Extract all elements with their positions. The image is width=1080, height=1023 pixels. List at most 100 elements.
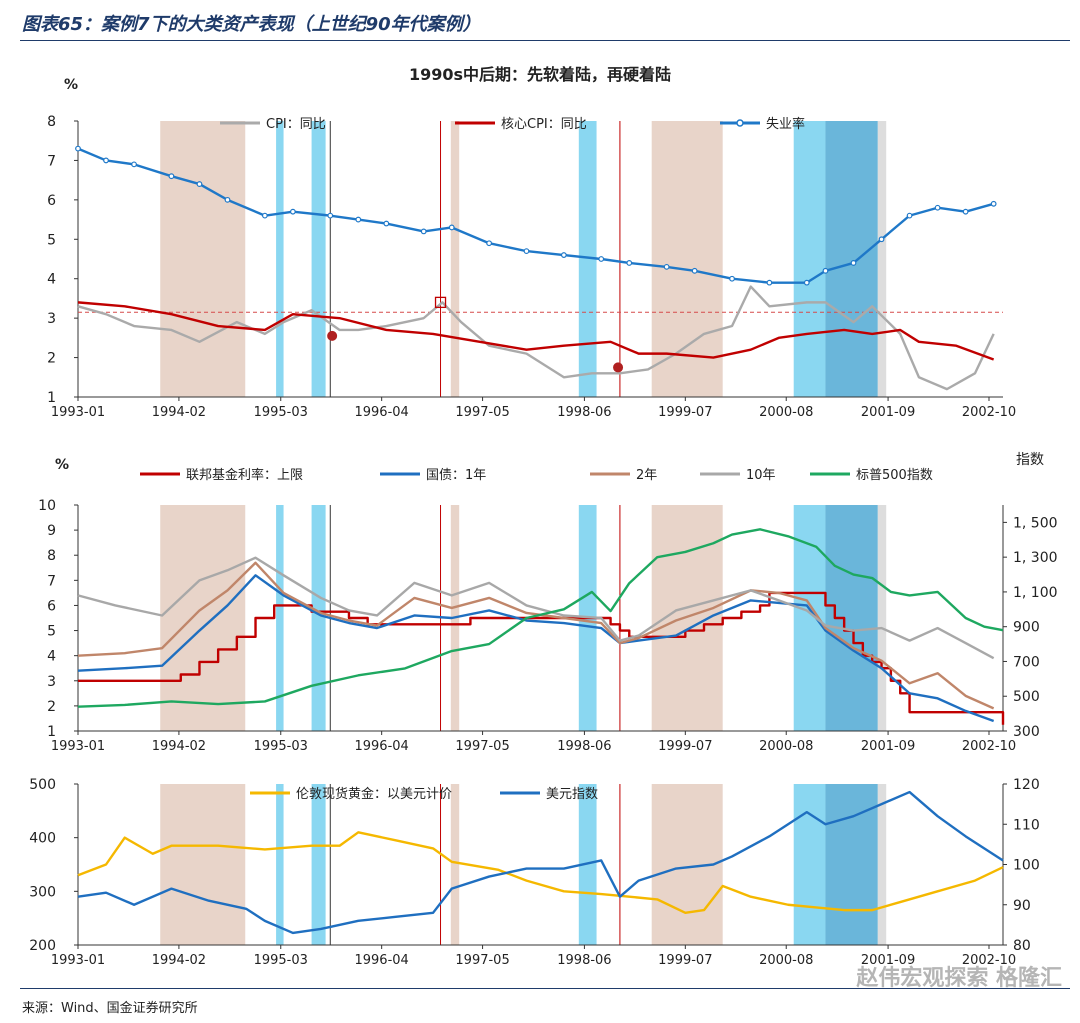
panel-1-marker-dot [613,362,624,373]
panel-1-series-point [486,240,493,247]
panel-1-series-point [224,196,231,203]
panel-3-y2-tick-label: 100 [1013,858,1040,874]
panel-1-series-point [878,236,885,243]
panel-1-shade-band [825,121,878,397]
panel-1-series-point [962,208,969,215]
panel-1-title: 1990s中后期：先软着陆，再硬着陆 [409,65,671,84]
panel-1-series-point [934,204,941,211]
panel-1-series-point [822,267,829,274]
panel-1-marker-square [434,296,447,309]
panel-2-legend-label: 国债：1年 [426,468,486,483]
panel-1-shade-band [276,121,284,397]
panel-2-y2-tick-label: 700 [1013,654,1040,670]
panel-2-shade-band [160,505,246,731]
panel-1-series-point [289,208,296,215]
panel-1-series-point [598,256,605,262]
panel-3-x-tick-label: 2000-08 [759,953,813,968]
panel-3-shade-band [793,784,826,945]
panel-2-y2-tick-label: 900 [1013,620,1040,636]
figure-title: 图表65：案例7下的大类资产表现（上世纪90年代案例） [22,14,481,35]
panel-2-y-axis-label: % [55,457,69,473]
panel-2-series-t2 [77,561,995,710]
panel-1-series-point [196,181,203,187]
panel-1-series-unemp [77,147,994,284]
panel-3-x-tick-label: 1996-04 [354,953,408,968]
panel-1-series-point [131,161,137,168]
panel-3-shade-band [825,784,878,945]
panel-1-series-point [766,279,773,286]
panel-1-series-point [803,279,810,286]
panel-3-y-tick-label: 200 [29,938,56,954]
source-note: 来源：Wind、国金证券研究所 [22,1001,198,1016]
panel-1-shade-band [160,121,246,397]
panel-1-x-tick-label: 1995-03 [254,405,308,420]
panel-3-shade-band [276,784,284,945]
panel-1-legend-label: 失业率 [766,116,805,132]
panel-3-x-tick-label: 1999-07 [658,953,712,968]
panel-2-y-tick-label: 4 [47,649,56,665]
panel-1-x-tick-label: 1999-07 [658,405,712,420]
panel-1-series-point [327,212,334,219]
title-rule [20,40,1070,41]
panel-2-x-tick-label: 2000-08 [759,739,813,754]
panel-3-x-tick-label: 1993-01 [51,953,105,968]
panel-3-legend-label: 伦敦现货黄金：以美元计价 [296,786,452,802]
panel-3-y2-tick-label: 120 [1013,777,1040,793]
panel-2-x-tick-label: 1999-07 [658,739,712,754]
panel-1-series-point [906,212,913,219]
panel-1-series-point [523,248,530,255]
panel-1-series-point [448,224,455,231]
panel-1-shade-band [877,121,887,397]
panel-2-shade-band [877,505,887,731]
panel-2-y2-tick-label: 1, 100 [1013,585,1058,601]
panel-1-series-point [560,252,567,258]
panel-1-x-tick-label: 1997-05 [455,405,509,420]
panel-2-y2-tick-label: 1, 500 [1013,515,1058,531]
panel-2-y2-tick-label: 300 [1013,724,1040,740]
chart-canvas: 1 2 3 4 5 6 7 8 1993-01 1994-02 1995-03 1996-04 1997… [29,65,1058,968]
panel-2-x-tick-label: 2001-09 [861,739,915,754]
panel-2-y-tick-label: 10 [38,498,56,514]
panel-3-shade-band [877,784,887,945]
panel-1-shade-band [793,121,826,397]
panel-3-shade-band [160,784,246,945]
panel-3-y2-tick-label: 80 [1013,938,1031,954]
panel-2-y-tick-label: 1 [47,724,56,740]
panel-3-y2-tick-label: 110 [1013,817,1040,833]
panel-2-shade-band [276,505,284,731]
panel-1-y-axis-label: % [64,77,78,93]
panel-3-y-tick-label: 400 [29,831,56,847]
panel-1-series-point [850,260,857,266]
panel-1-x-tick-label: 2000-08 [759,405,813,420]
panel-2-x-tick-label: 1994-02 [152,739,206,754]
panel-1-shade-band [578,121,597,397]
panel-2-shade-band [793,505,826,731]
panel-3-shade-band [450,784,460,945]
panel-3-shade-band [311,784,326,945]
panel-3-series-gold [77,831,1004,914]
panel-1-x-tick-label: 1994-02 [152,405,206,420]
panel-1-series-point [663,263,670,270]
panel-2-shade-band [825,505,878,731]
panel-2-x-tick-label: 1998-06 [557,739,611,754]
panel-2-series-t10 [77,556,995,660]
panel-2-y-tick-label: 5 [47,624,56,640]
panel-1-series-point [261,212,268,219]
panel-3-x-tick-label: 1994-02 [152,953,206,968]
panel-3-x-tick-label: 1995-03 [254,953,308,968]
panel-2-y-tick-label: 2 [47,699,56,715]
panel-2-x-tick-label: 1995-03 [254,739,308,754]
panel-2-y-tick-label: 7 [47,573,56,589]
panel-1-series-point [990,200,997,207]
panel-1-shade-band [450,121,460,397]
panel-3-x-tick-label: 2002-10 [962,953,1016,968]
panel-1-x-tick-label: 1998-06 [557,405,611,420]
panel-1-series-point [691,267,698,274]
panel-2-y-tick-label: 8 [47,548,56,564]
panel-1-shade-band [651,121,723,397]
panel-1-series-point [75,145,81,152]
panel-3-series-dxy [77,790,1004,935]
watermark: 赵伟宏观探索 格隆汇 [856,966,1062,991]
panel-2-x-tick-label: 1993-01 [51,739,105,754]
panel-1-x-tick-label: 1996-04 [354,405,408,420]
